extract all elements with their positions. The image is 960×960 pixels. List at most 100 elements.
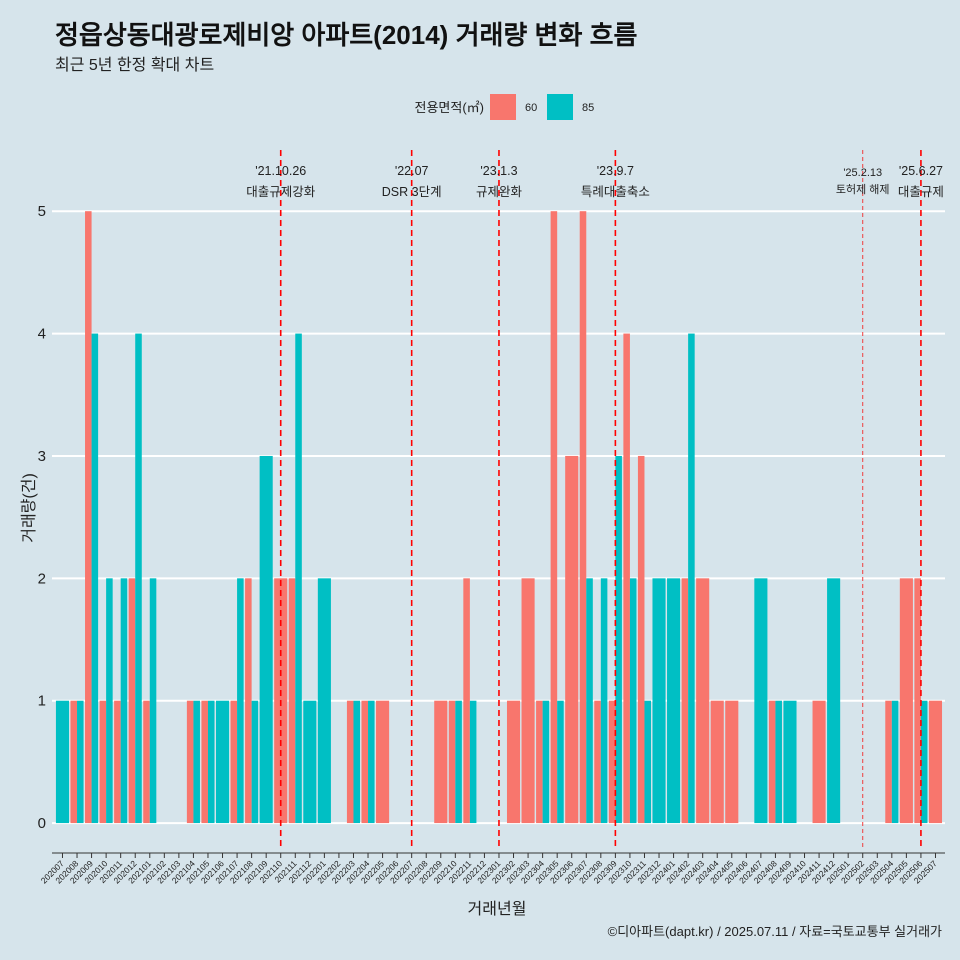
bar-60-202309 <box>608 700 616 824</box>
y-tick-label: 2 <box>38 570 46 587</box>
bar-85-202009 <box>91 333 99 824</box>
bar-85-202108 <box>251 700 259 824</box>
axis-layer: 2020072020082020092020102020112020122021… <box>38 203 945 885</box>
bar-85-202104 <box>193 700 200 824</box>
bar-60-202403 <box>696 578 710 824</box>
bar-60-202210 <box>448 700 456 824</box>
bar-85-202210 <box>455 700 462 824</box>
event-text-label: 대출규제강화 <box>246 185 316 199</box>
bar-60-202306 <box>565 455 579 824</box>
y-tick-label: 5 <box>38 203 46 220</box>
y-axis-title: 거래량(건) <box>20 473 38 543</box>
bar-85-202408 <box>775 700 782 824</box>
event-text-label: 토허제 해제 <box>836 182 890 196</box>
bar-60-202009 <box>85 211 92 824</box>
bar-60-202402 <box>681 578 689 824</box>
bar-60-202011 <box>114 700 121 824</box>
event-text-label: DSR 3단계 <box>382 185 442 199</box>
bar-85-202204 <box>368 700 375 824</box>
bar-85-202211 <box>469 700 477 824</box>
legend-title: 전용면적(㎡) <box>415 100 485 115</box>
bar-85-202407 <box>754 578 768 824</box>
bar-85-202101 <box>149 578 157 824</box>
legend-swatch-85 <box>547 94 573 120</box>
bar-60-202209 <box>434 700 448 824</box>
bar-85-202305 <box>557 700 564 824</box>
bar-85-202311 <box>644 700 652 824</box>
bar-85-202203 <box>353 700 361 824</box>
bar-60-202411 <box>812 700 826 824</box>
bar-85-202107 <box>237 578 244 824</box>
bar-85-202007 <box>55 700 70 824</box>
legend-label-60: 60 <box>525 102 537 114</box>
bar-60-202211 <box>463 578 470 824</box>
bar-60-202310 <box>623 333 630 824</box>
bar-60-202505 <box>899 578 913 824</box>
event-text-label: 규제완화 <box>476 185 523 199</box>
bar-85-202106 <box>215 700 230 824</box>
chart-title: 정읍상동대광로제비앙 아파트(2014) 거래량 변화 흐름 <box>55 20 638 50</box>
bar-60-202107 <box>230 700 238 824</box>
bar-60-202108 <box>245 578 252 824</box>
bar-85-202412 <box>827 578 841 824</box>
bar-60-202204 <box>361 700 369 824</box>
bar-60-202010 <box>99 700 107 824</box>
bar-60-202304 <box>536 700 543 824</box>
bar-60-202404 <box>710 700 724 824</box>
bar-85-202310 <box>629 578 637 824</box>
legend-swatch-60 <box>490 94 516 120</box>
bar-85-202409 <box>783 700 797 824</box>
bar-85-202401 <box>667 578 681 824</box>
event-date-label: '21.10.26 <box>255 164 306 178</box>
event-text-label: 대출규제 <box>898 185 944 199</box>
bar-60-202302 <box>506 700 521 824</box>
bar-85-202109 <box>259 455 273 824</box>
bar-85-202111 <box>295 333 302 824</box>
bar-60-202507 <box>928 700 943 824</box>
bar-60-202205 <box>376 700 390 824</box>
chart-subtitle: 최근 5년 한정 확대 차트 <box>55 56 214 74</box>
bar-60-202105 <box>201 700 208 824</box>
bar-60-202303 <box>521 578 535 824</box>
bar-60-202012 <box>128 578 136 824</box>
bar-85-202008 <box>77 700 84 824</box>
bar-60-202101 <box>143 700 150 824</box>
bar-60-202104 <box>186 700 194 824</box>
event-date-label: '22.07 <box>395 164 429 178</box>
event-layer: '21.10.26 대출규제강화 '22.07 DSR 3단계 '23.1.3 규제완화 '… <box>246 150 944 850</box>
bar-85-202307 <box>586 578 593 824</box>
bar-60-202311 <box>637 455 645 824</box>
event-date-label: '25.6.27 <box>899 164 943 178</box>
bar-60-202308 <box>594 700 601 824</box>
bar-85-202112 <box>303 700 317 824</box>
y-tick-label: 4 <box>38 326 46 343</box>
event-date-label: '25.2.13 <box>843 167 882 179</box>
bar-85-202308 <box>600 578 608 824</box>
bar-60-202504 <box>885 700 892 824</box>
legend: 전용면적(㎡) 60 85 <box>415 94 594 120</box>
bar-85-202504 <box>891 700 899 824</box>
bar-85-202010 <box>106 578 113 824</box>
bar-60-202307 <box>579 211 587 824</box>
bar-60-202506 <box>914 578 921 824</box>
bar-85-202402 <box>688 333 695 824</box>
y-tick-label: 1 <box>38 693 46 710</box>
y-tick-label: 3 <box>38 448 46 465</box>
event-date-label: '23.1.3 <box>480 164 517 178</box>
event-date-label: '23.9.7 <box>597 164 634 178</box>
bar-60-202405 <box>725 700 739 824</box>
bar-60-202203 <box>346 700 354 824</box>
bar-60-202111 <box>288 578 296 824</box>
bar-85-202105 <box>207 700 215 824</box>
bar-layer <box>55 211 943 824</box>
bar-85-202201 <box>317 578 331 824</box>
bar-60-202008 <box>70 700 78 824</box>
x-axis-title: 거래년월 <box>468 900 527 918</box>
y-tick-label: 0 <box>38 815 46 832</box>
legend-label-85: 85 <box>582 102 594 114</box>
bar-85-202506 <box>920 700 928 824</box>
bar-85-202011 <box>120 578 128 824</box>
bar-85-202309 <box>615 455 622 824</box>
